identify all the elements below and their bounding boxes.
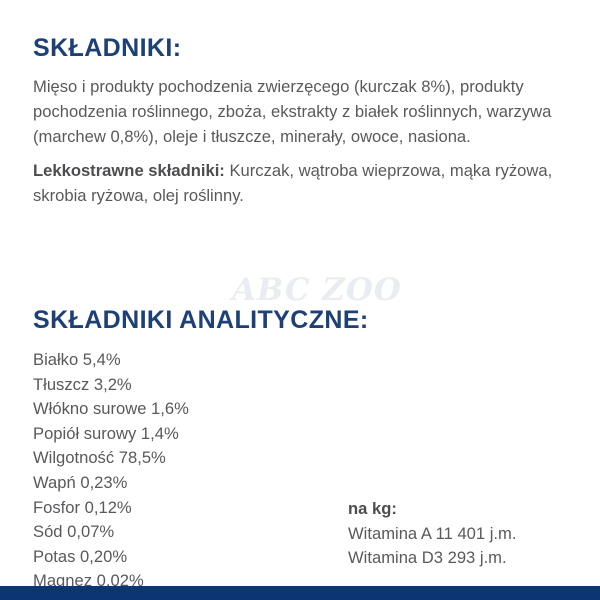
ingredients-paragraph: Mięso i produkty pochodzenia zwierzęcego…: [33, 77, 552, 147]
list-item: Witamina A 11 401 j.m.: [348, 523, 517, 543]
list-item: Fosfor 0,12%: [33, 497, 132, 517]
digestible-ingredients-label: Lekkostrawne składniki:: [33, 160, 225, 180]
bottom-accent-bar: [0, 586, 600, 600]
analytical-constituents-heading: SKŁADNIKI ANALITYCZNE:: [33, 306, 369, 334]
abc-zoo-watermark: ABC ZOO: [232, 272, 402, 308]
list-item: Sód 0,07%: [33, 522, 115, 542]
list-item: Potas 0,20%: [33, 546, 128, 566]
digestible-ingredients-text: Kurczak, wątroba wieprzowa, mąka ryżowa,…: [33, 160, 553, 205]
list-item: Wilgotność 78,5%: [33, 448, 166, 468]
analytical-constituents-list: Białko 5,4% Tłuszcz 3,2% Włókno surowe 1…: [33, 348, 189, 594]
list-item: Białko 5,4%: [33, 350, 121, 369]
vitamins-per-kg-label: na kg:: [348, 499, 397, 518]
vitamins-per-kg-block: na kg: Witamina A 11 401 j.m. Witamina D…: [348, 497, 516, 571]
list-item: Popiół surowy 1,4%: [33, 423, 179, 443]
ingredients-text-block: Mięso i produkty pochodzenia zwierzęcego…: [33, 74, 585, 208]
digestible-ingredients-paragraph: Lekkostrawne składniki: Kurczak, wątroba…: [33, 158, 585, 208]
list-item: Wapń 0,23%: [33, 472, 128, 492]
list-item: Tłuszcz 3,2%: [33, 374, 132, 394]
list-item: Magnez 0,02%: [33, 571, 144, 591]
list-item: Włókno surowe 1,6%: [33, 399, 189, 419]
ingredients-heading: SKŁADNIKI:: [33, 34, 182, 62]
list-item: Witamina D3 293 j.m.: [348, 548, 507, 568]
